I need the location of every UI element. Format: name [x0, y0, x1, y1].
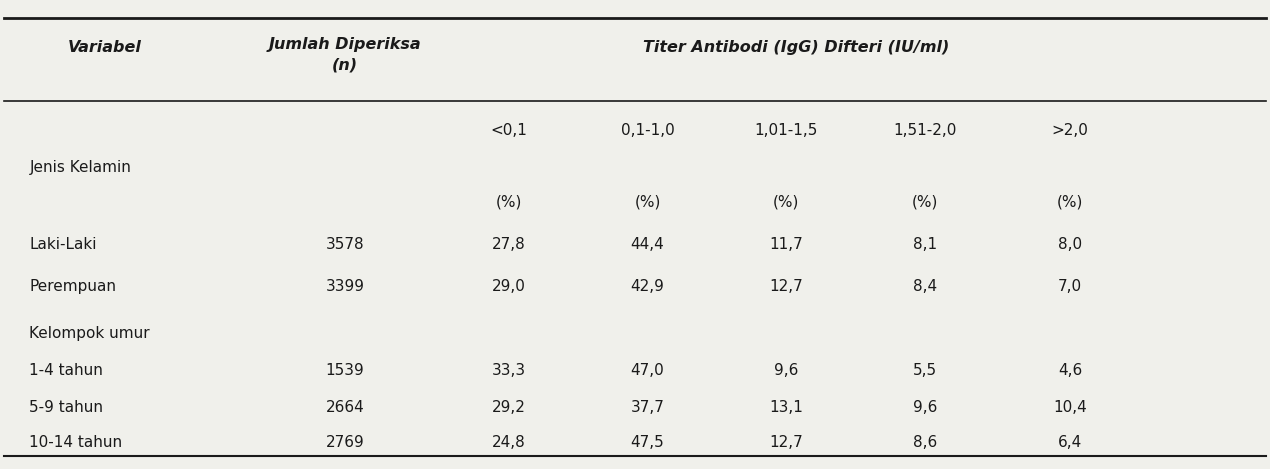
- Text: 12,7: 12,7: [770, 279, 803, 294]
- Text: 37,7: 37,7: [631, 400, 664, 415]
- Text: 0,1-1,0: 0,1-1,0: [621, 123, 674, 138]
- Text: 8,1: 8,1: [913, 237, 937, 252]
- Text: 8,0: 8,0: [1058, 237, 1082, 252]
- Text: (%): (%): [635, 195, 660, 210]
- Text: 6,4: 6,4: [1058, 435, 1082, 450]
- Text: 10-14 tahun: 10-14 tahun: [29, 435, 122, 450]
- Text: 9,6: 9,6: [775, 363, 799, 378]
- Text: 13,1: 13,1: [770, 400, 804, 415]
- Text: 5-9 tahun: 5-9 tahun: [29, 400, 103, 415]
- Text: 2769: 2769: [325, 435, 364, 450]
- Text: 44,4: 44,4: [631, 237, 664, 252]
- Text: 27,8: 27,8: [491, 237, 526, 252]
- Text: <0,1: <0,1: [490, 123, 527, 138]
- Text: >2,0: >2,0: [1052, 123, 1088, 138]
- Text: 1,01-1,5: 1,01-1,5: [754, 123, 818, 138]
- Text: 29,0: 29,0: [491, 279, 526, 294]
- Text: 7,0: 7,0: [1058, 279, 1082, 294]
- Text: (%): (%): [912, 195, 939, 210]
- Text: Variabel: Variabel: [69, 40, 142, 55]
- Text: Kelompok umur: Kelompok umur: [29, 326, 150, 341]
- Text: 10,4: 10,4: [1053, 400, 1087, 415]
- Text: 11,7: 11,7: [770, 237, 803, 252]
- Text: 24,8: 24,8: [491, 435, 526, 450]
- Text: Jenis Kelamin: Jenis Kelamin: [29, 160, 131, 175]
- Text: 47,5: 47,5: [631, 435, 664, 450]
- Text: 12,7: 12,7: [770, 435, 803, 450]
- Text: Jumlah Diperiksa
(n): Jumlah Diperiksa (n): [268, 38, 422, 72]
- Text: 33,3: 33,3: [491, 363, 526, 378]
- Text: 29,2: 29,2: [491, 400, 526, 415]
- Text: 42,9: 42,9: [631, 279, 664, 294]
- Text: Titer Antibodi (IgG) Difteri (IU/ml): Titer Antibodi (IgG) Difteri (IU/ml): [643, 40, 949, 55]
- Text: 9,6: 9,6: [913, 400, 937, 415]
- Text: 3399: 3399: [325, 279, 364, 294]
- Text: (%): (%): [773, 195, 800, 210]
- Text: 5,5: 5,5: [913, 363, 937, 378]
- Text: (%): (%): [495, 195, 522, 210]
- Text: Perempuan: Perempuan: [29, 279, 117, 294]
- Text: 3578: 3578: [325, 237, 364, 252]
- Text: 47,0: 47,0: [631, 363, 664, 378]
- Text: Laki-Laki: Laki-Laki: [29, 237, 97, 252]
- Text: 8,6: 8,6: [913, 435, 937, 450]
- Text: (%): (%): [1057, 195, 1083, 210]
- Text: 2664: 2664: [325, 400, 364, 415]
- Text: 8,4: 8,4: [913, 279, 937, 294]
- Text: 1539: 1539: [325, 363, 364, 378]
- Text: 4,6: 4,6: [1058, 363, 1082, 378]
- Text: 1-4 tahun: 1-4 tahun: [29, 363, 103, 378]
- Text: 1,51-2,0: 1,51-2,0: [894, 123, 956, 138]
